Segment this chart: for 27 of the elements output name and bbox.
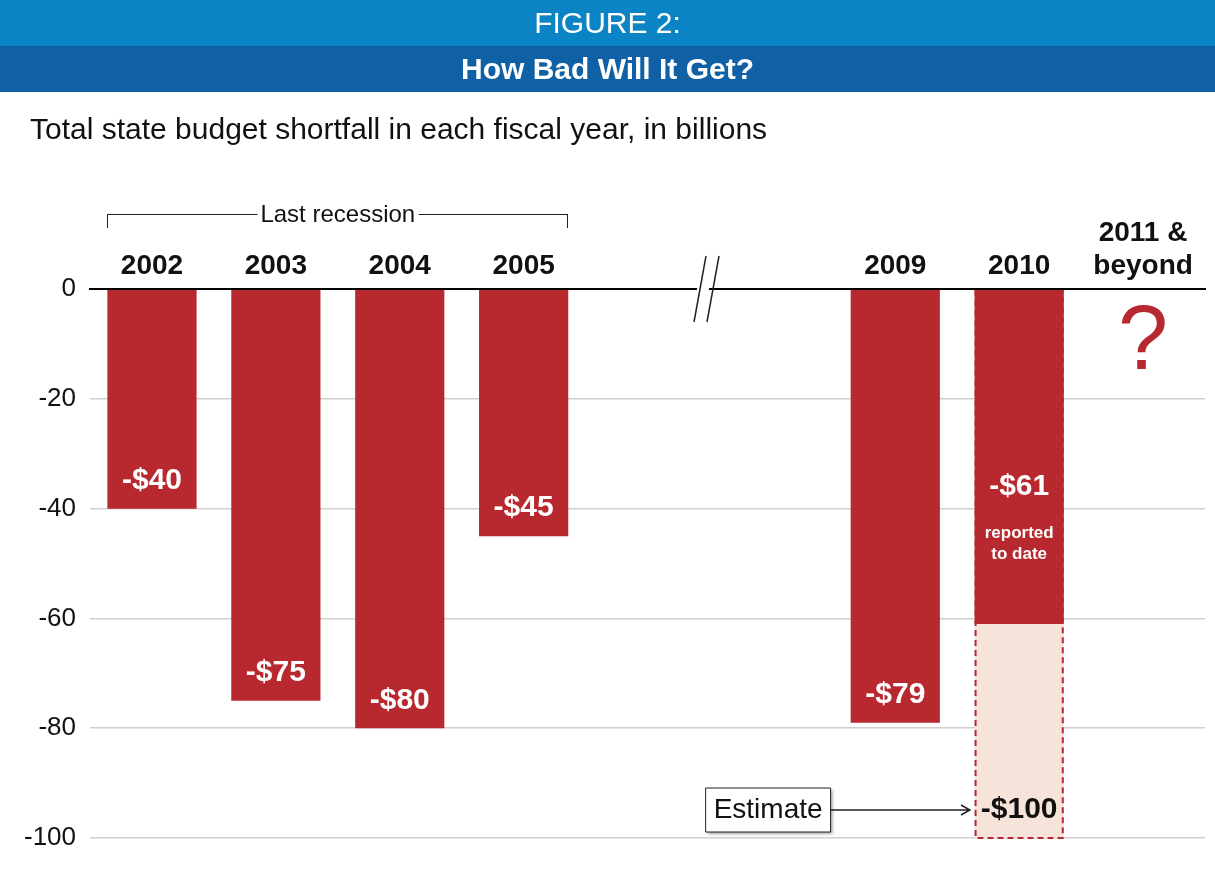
data-label: -$40	[121, 461, 182, 495]
y-tick-label: -100	[23, 821, 77, 852]
y-tick-label: -60	[38, 601, 77, 632]
data-label: -$61	[989, 468, 1050, 502]
data-label: -$80	[369, 681, 430, 715]
data-label: -$45	[493, 489, 554, 523]
data-label: -$75	[245, 654, 306, 688]
x-tick-label: 2005	[492, 249, 555, 281]
y-tick-label: -80	[38, 711, 77, 742]
x-tick-label: 2009	[864, 249, 927, 281]
annotation: reported to date	[984, 523, 1054, 564]
x-tick-label: 2010	[988, 249, 1051, 281]
x-tick-label: 2011 & beyond	[1093, 215, 1193, 281]
x-tick-label: 2004	[368, 249, 432, 281]
text: Last recession	[257, 200, 419, 229]
chart-title: FIGURE 2:	[0, 0, 1215, 46]
chart-subtitle: How Bad Will It Get?	[0, 46, 1215, 92]
annotation: Estimate	[713, 792, 823, 824]
x-tick-label: 2002	[120, 249, 184, 281]
data-label: -$100	[980, 791, 1058, 825]
y-tick-label: -40	[38, 491, 77, 522]
y-tick-label: 0	[61, 272, 77, 303]
annotation: ?	[1118, 288, 1169, 389]
data-label: -$79	[865, 676, 926, 710]
y-axis-title: Total state budget shortfall in each fiscal year, in billions	[30, 112, 768, 146]
x-tick-label: 2003	[244, 249, 308, 281]
y-tick-label: -20	[38, 382, 77, 413]
